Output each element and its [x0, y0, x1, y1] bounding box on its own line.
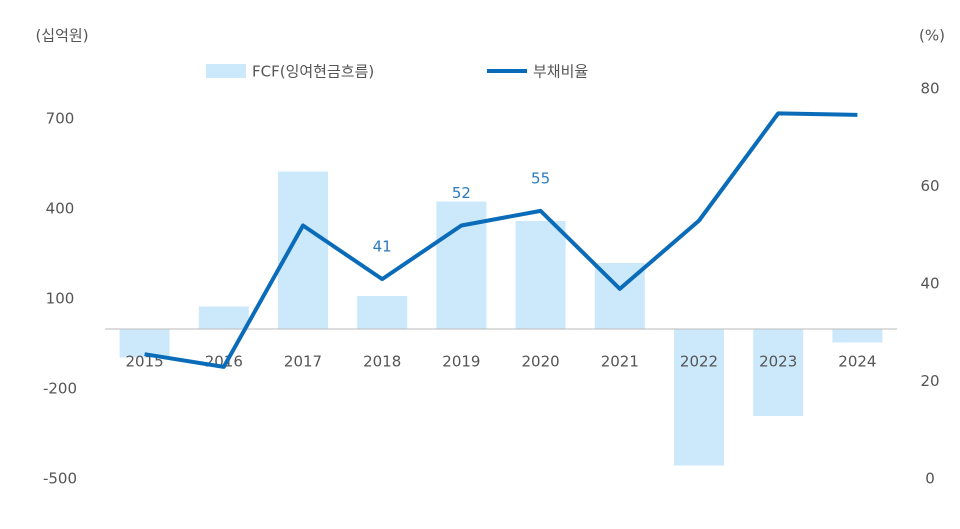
- legend-label: 부채비율: [533, 63, 588, 81]
- line: [144, 111, 858, 369]
- y2-axis-unit: (%): [919, 27, 945, 45]
- x-tick-label: 2021: [601, 353, 639, 371]
- bar: [674, 329, 724, 466]
- y2-tick-label: 60: [920, 177, 939, 195]
- y2-tick-label: 20: [920, 372, 939, 390]
- data-label: 52: [452, 184, 471, 202]
- bar: [357, 296, 408, 329]
- y-tick-label: -500: [43, 470, 77, 488]
- bar: [198, 306, 249, 329]
- x-tick-label: 2020: [522, 353, 560, 371]
- x-tick-label: 2022: [680, 353, 718, 371]
- x-tick-label: 2024: [838, 353, 876, 371]
- x-tick-label: 2018: [363, 353, 401, 371]
- y-tick-label: 700: [46, 110, 75, 128]
- y2-tick-label: 80: [920, 80, 939, 98]
- bar: [119, 329, 170, 358]
- bar: [832, 329, 883, 343]
- y-tick-label: -200: [43, 380, 77, 398]
- data-label: 41: [373, 238, 392, 256]
- data-label: 55: [531, 169, 550, 187]
- legend-swatch: [206, 64, 246, 78]
- y2-tick-label: 40: [920, 275, 939, 293]
- y-tick-label: 400: [46, 200, 75, 218]
- y-axis-unit: (십억원): [35, 27, 88, 45]
- y-tick-label: 100: [46, 290, 75, 308]
- y2-tick-label: 0: [925, 470, 935, 488]
- bar: [278, 171, 328, 329]
- bar: [515, 221, 566, 329]
- legend-label: FCF(잉여현금흐름): [252, 63, 374, 81]
- bar: [753, 329, 804, 416]
- x-tick-label: 2019: [442, 353, 480, 371]
- x-tick-label: 2017: [284, 353, 322, 371]
- x-tick-label: 2023: [759, 353, 797, 371]
